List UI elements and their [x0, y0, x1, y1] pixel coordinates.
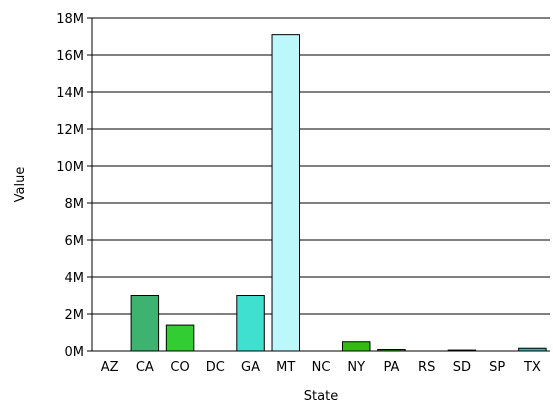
x-tick-label: CO: [170, 360, 189, 375]
x-tick-label: PA: [384, 360, 400, 375]
bar-ny: [341, 341, 371, 352]
y-tick-label: 16M: [56, 49, 84, 64]
y-tick-label: 14M: [56, 86, 84, 101]
y-tick-label: 8M: [65, 197, 85, 212]
gridlines: [92, 17, 550, 315]
bar-co: [165, 324, 195, 352]
x-tick-label: NC: [312, 360, 331, 375]
x-tick-label: CA: [136, 360, 154, 375]
x-tick-label: MT: [276, 360, 295, 375]
x-tick-label: SD: [453, 360, 471, 375]
y-axis-ticks: 0M 2M 4M 6M 8M 10M 12M 14M 16M 18M: [56, 12, 92, 360]
x-tick-label: GA: [241, 360, 260, 375]
y-tick-label: 4M: [65, 271, 85, 286]
x-tick-label: TX: [523, 360, 541, 375]
bar-ca: [130, 295, 160, 352]
x-axis-ticks: AZ CA CO DC GA MT NC NY PA RS SD SP TX: [101, 360, 541, 375]
axes: [91, 18, 550, 352]
y-tick-label: 6M: [65, 234, 85, 249]
y-tick-label: 12M: [56, 123, 84, 138]
bars: [130, 34, 547, 352]
y-axis-title: Value: [13, 167, 28, 203]
x-axis-title: State: [304, 389, 338, 404]
x-tick-label: AZ: [101, 360, 119, 375]
bar-mt: [271, 34, 301, 352]
y-tick-label: 10M: [56, 160, 84, 175]
x-tick-label: SP: [489, 360, 505, 375]
x-tick-label: NY: [347, 360, 365, 375]
y-tick-label: 0M: [65, 345, 85, 360]
x-tick-label: RS: [418, 360, 435, 375]
y-tick-label: 2M: [65, 308, 85, 323]
bar-ga: [236, 295, 265, 352]
x-tick-label: DC: [206, 360, 225, 375]
y-tick-label: 18M: [56, 12, 84, 27]
